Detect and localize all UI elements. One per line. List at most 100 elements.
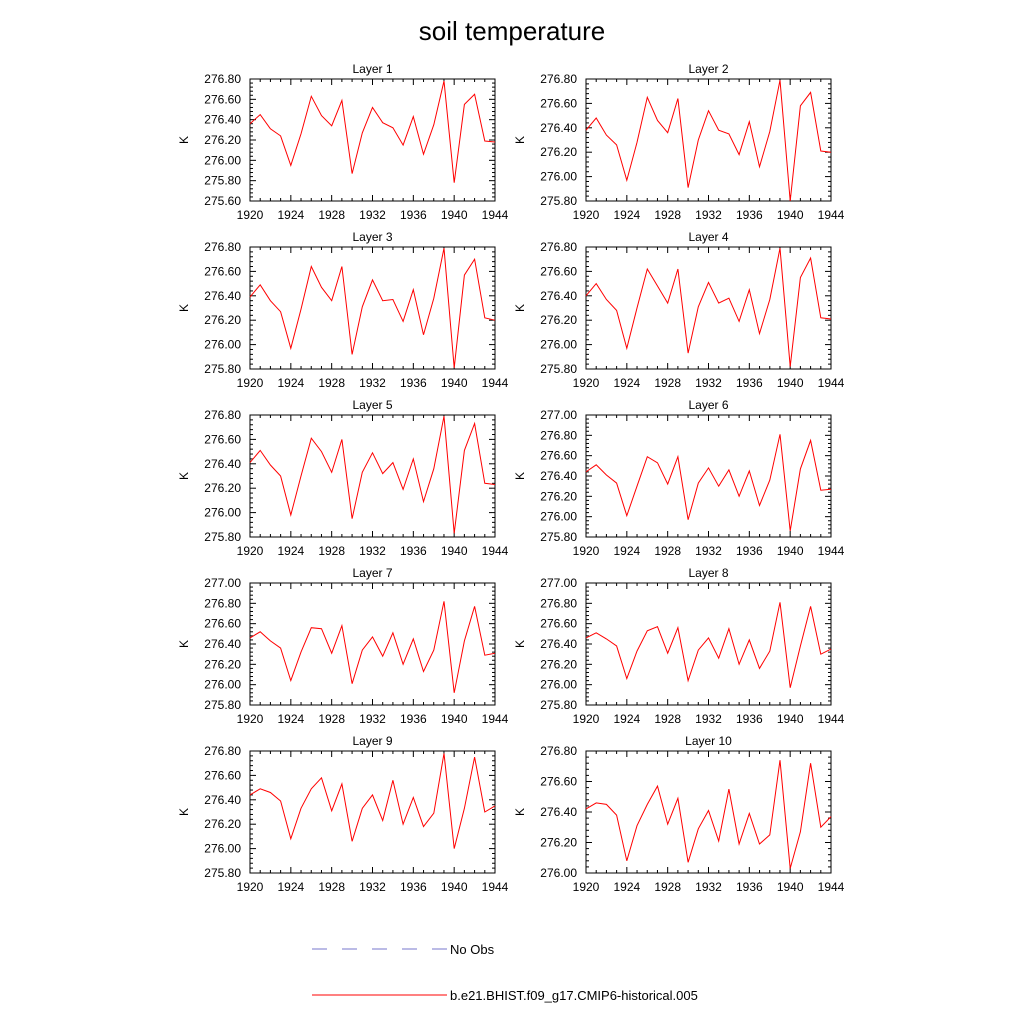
y-tick-label: 276.20 [204, 133, 241, 147]
y-tick-label: 276.00 [204, 506, 241, 520]
x-tick-label: 1924 [613, 544, 640, 558]
series-line [585, 760, 832, 869]
y-tick-label: 276.20 [204, 817, 241, 831]
legend-item-2: b.e21.BHIST.f09_g17.CMIP6-historical.005 [312, 988, 698, 1003]
x-tick-label: 1932 [695, 544, 722, 558]
y-tick-label: 276.00 [540, 170, 577, 184]
y-tick-label: 276.00 [204, 338, 241, 352]
plot-frame [249, 414, 496, 538]
series-line [585, 248, 832, 367]
x-tick-label: 1936 [736, 712, 763, 726]
x-tick-label: 1932 [695, 880, 722, 894]
x-tick-label: 1936 [736, 880, 763, 894]
y-tick-label: 276.40 [204, 793, 241, 807]
y-tick-label: 275.80 [204, 530, 241, 544]
x-tick-label: 1924 [277, 376, 304, 390]
panel-title: Layer 6 [688, 398, 728, 412]
x-tick-label: 1920 [237, 712, 264, 726]
y-tick-label: 275.80 [204, 362, 241, 376]
y-tick-label: 276.00 [204, 153, 241, 167]
y-tick-label: 276.40 [204, 457, 241, 471]
y-axis-label: K [513, 808, 527, 816]
y-tick-label: 276.20 [204, 481, 241, 495]
panel-9: Layer 9 K 1920 1924 1928 1932 1936 1940 1944 275.… [177, 734, 509, 894]
x-tick-label: 1932 [695, 376, 722, 390]
x-tick-label: 1944 [482, 544, 509, 558]
y-tick-label: 276.40 [540, 289, 577, 303]
series-line [249, 416, 496, 534]
y-axis-label: K [513, 304, 527, 312]
y-tick-label: 276.40 [540, 637, 577, 651]
y-axis-label: K [177, 640, 191, 648]
panel-title: Layer 3 [352, 230, 392, 244]
y-tick-label: 276.20 [204, 313, 241, 327]
x-tick-label: 1920 [237, 880, 264, 894]
y-tick-label: 276.80 [204, 744, 241, 758]
x-tick-label: 1932 [359, 208, 386, 222]
x-tick-label: 1928 [654, 376, 681, 390]
panel-title: Layer 10 [685, 734, 732, 748]
x-tick-label: 1924 [613, 880, 640, 894]
y-tick-label: 276.60 [540, 264, 577, 278]
x-tick-label: 1924 [277, 208, 304, 222]
y-tick-label: 276.20 [540, 657, 577, 671]
panel-3: Layer 3 K 1920 1924 1928 1932 1936 1940 1944 275.… [177, 230, 509, 390]
x-tick-label: 1936 [400, 544, 427, 558]
x-tick-label: 1936 [400, 208, 427, 222]
x-tick-label: 1936 [736, 208, 763, 222]
x-tick-label: 1944 [818, 376, 845, 390]
x-tick-label: 1920 [573, 376, 600, 390]
y-tick-label: 276.60 [204, 617, 241, 631]
x-tick-label: 1928 [318, 544, 345, 558]
x-tick-label: 1940 [777, 712, 804, 726]
y-tick-label: 276.60 [540, 96, 577, 110]
x-tick-label: 1920 [573, 880, 600, 894]
x-tick-label: 1924 [613, 712, 640, 726]
y-tick-label: 276.60 [204, 264, 241, 278]
x-tick-label: 1940 [441, 208, 468, 222]
y-tick-label: 275.80 [540, 194, 577, 208]
x-tick-label: 1944 [482, 376, 509, 390]
panel-4: Layer 4 K 1920 1924 1928 1932 1936 1940 1944 275.… [513, 230, 845, 390]
panel-7: Layer 7 K 1920 1924 1928 1932 1936 1940 1944 275.… [177, 566, 509, 726]
x-tick-label: 1924 [277, 880, 304, 894]
x-tick-label: 1932 [359, 376, 386, 390]
y-tick-label: 276.80 [204, 596, 241, 610]
x-tick-label: 1940 [777, 376, 804, 390]
x-tick-label: 1936 [736, 376, 763, 390]
y-tick-label: 276.80 [540, 744, 577, 758]
x-tick-label: 1940 [777, 880, 804, 894]
panel-6: Layer 6 K 1920 1924 1928 1932 1936 1940 1944 275.… [513, 398, 845, 558]
y-axis-label: K [513, 640, 527, 648]
y-tick-label: 277.00 [540, 408, 577, 422]
y-tick-label: 276.80 [540, 240, 577, 254]
x-tick-label: 1940 [777, 208, 804, 222]
y-tick-label: 276.60 [204, 432, 241, 446]
panels: Layer 1 K 1920 1924 1928 1932 1936 1940 1944 275.… [177, 62, 845, 894]
x-tick-label: 1924 [277, 712, 304, 726]
panel-1: Layer 1 K 1920 1924 1928 1932 1936 1940 1944 275.… [177, 62, 509, 222]
x-tick-label: 1932 [359, 712, 386, 726]
y-tick-label: 276.40 [204, 113, 241, 127]
x-tick-label: 1928 [318, 712, 345, 726]
panel-title: Layer 9 [352, 734, 392, 748]
x-tick-label: 1928 [318, 208, 345, 222]
x-tick-label: 1940 [441, 376, 468, 390]
x-tick-label: 1920 [573, 208, 600, 222]
plot-frame [585, 78, 832, 202]
y-axis-label: K [513, 136, 527, 144]
y-tick-label: 275.60 [204, 194, 241, 208]
x-tick-label: 1924 [613, 208, 640, 222]
plot-frame [249, 246, 496, 370]
y-tick-label: 276.20 [204, 657, 241, 671]
series-line [249, 80, 496, 183]
panel-title: Layer 5 [352, 398, 392, 412]
panel-title: Layer 7 [352, 566, 392, 580]
panel-title: Layer 4 [688, 230, 728, 244]
y-tick-label: 276.40 [540, 805, 577, 819]
x-tick-label: 1944 [482, 208, 509, 222]
x-tick-label: 1920 [237, 208, 264, 222]
y-tick-label: 275.80 [540, 362, 577, 376]
x-tick-label: 1936 [400, 376, 427, 390]
